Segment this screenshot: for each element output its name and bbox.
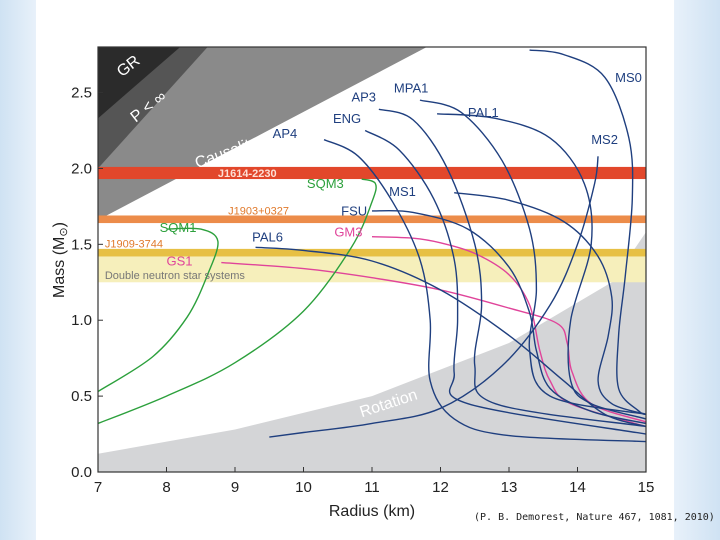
curve-label-eng: ENG [333, 111, 361, 126]
curve-pal1 [437, 113, 646, 420]
band-j1903-0327 [98, 215, 646, 224]
curve-fsu [371, 209, 646, 425]
y-axis-label-main: Mass (M [51, 237, 68, 298]
x-tick-label: 13 [501, 479, 518, 496]
axes: 7 8 9 10 11 12 13 14 15 0.0 0.5 1.0 1.5 2.0 2.5 [71, 85, 654, 496]
x-tick-label: 8 [162, 479, 170, 496]
band-j1909-3744 [98, 248, 646, 257]
curve-ap3 [378, 108, 646, 428]
band-label-j1614-2230: J1614-2230 [218, 168, 277, 180]
y-tick-label: 2.0 [71, 160, 92, 177]
curve-label-mpa1: MPA1 [394, 81, 428, 96]
y-tick-label: 0.5 [71, 388, 92, 405]
eos-curves [98, 49, 646, 443]
x-axis-label: Radius (km) [329, 503, 415, 520]
slide: GR P < ∞ Causality Rotation J1614-2230 J1903+… [36, 0, 715, 532]
x-tick-label: 12 [432, 479, 449, 496]
curve-label-gs1: GS1 [167, 254, 193, 269]
x-tick-label: 7 [94, 479, 102, 496]
band-label-j1903-0327: J1903+0327 [228, 206, 289, 218]
citation: (P. B. Demorest, Nature 467, 1081, 2010) [474, 512, 715, 523]
curve-ms2 [269, 156, 599, 438]
curve-eng [364, 129, 646, 435]
y-tick-label: 1.5 [71, 236, 92, 253]
curve-gs1 [221, 261, 646, 423]
band-j1614-2230 [98, 166, 646, 180]
curve-label-pal6: PAL6 [252, 229, 283, 244]
y-axis-label: Mass (M⊙) [51, 222, 70, 298]
curve-ap4 [323, 138, 646, 443]
region-gr [98, 47, 181, 119]
x-tick-label: 11 [364, 479, 380, 496]
curve-sqm1 [98, 227, 219, 393]
curve-mpa1 [419, 99, 646, 415]
x-tick-label: 15 [638, 479, 655, 496]
curve-ms0 [529, 49, 646, 415]
curve-label-ms2: MS2 [591, 132, 618, 147]
curve-label-gm3: GM3 [334, 225, 362, 240]
pulsar-mass-bands [98, 166, 646, 283]
curve-label-pal1: PAL1 [468, 105, 499, 120]
y-tick-label: 1.0 [71, 312, 92, 329]
x-tick-label: 10 [295, 479, 312, 496]
y-tick-label: 0.0 [71, 464, 92, 481]
x-tick-label: 14 [569, 479, 586, 496]
curve-label-fsu: FSU [341, 203, 367, 218]
curve-label-ms0: MS0 [615, 70, 642, 85]
x-tick-label: 9 [231, 479, 239, 496]
mass-radius-chart: GRP < ∞CausalityRotationJ1614-2230J1903+… [51, 46, 654, 520]
curve-label-sqm3: SQM3 [307, 176, 344, 191]
y-tick-label: 2.5 [71, 85, 92, 102]
curve-label-sqm1: SQM1 [160, 220, 197, 235]
band-label-double-neutron-star-systems: Double neutron star systems [105, 270, 246, 282]
region-causality [98, 47, 427, 221]
y-axis-label-close: ) [51, 222, 68, 227]
curve-sqm3 [98, 178, 377, 425]
curve-pal6 [255, 246, 646, 428]
band-label-j1909-3744: J1909-3744 [105, 238, 163, 250]
y-axis-label-sub: ⊙ [58, 227, 70, 236]
curve-label-ms1: MS1 [389, 184, 416, 199]
curve-label-ap4: AP4 [273, 126, 298, 141]
curve-ms1 [454, 192, 646, 415]
curve-label-ap3: AP3 [351, 90, 376, 105]
